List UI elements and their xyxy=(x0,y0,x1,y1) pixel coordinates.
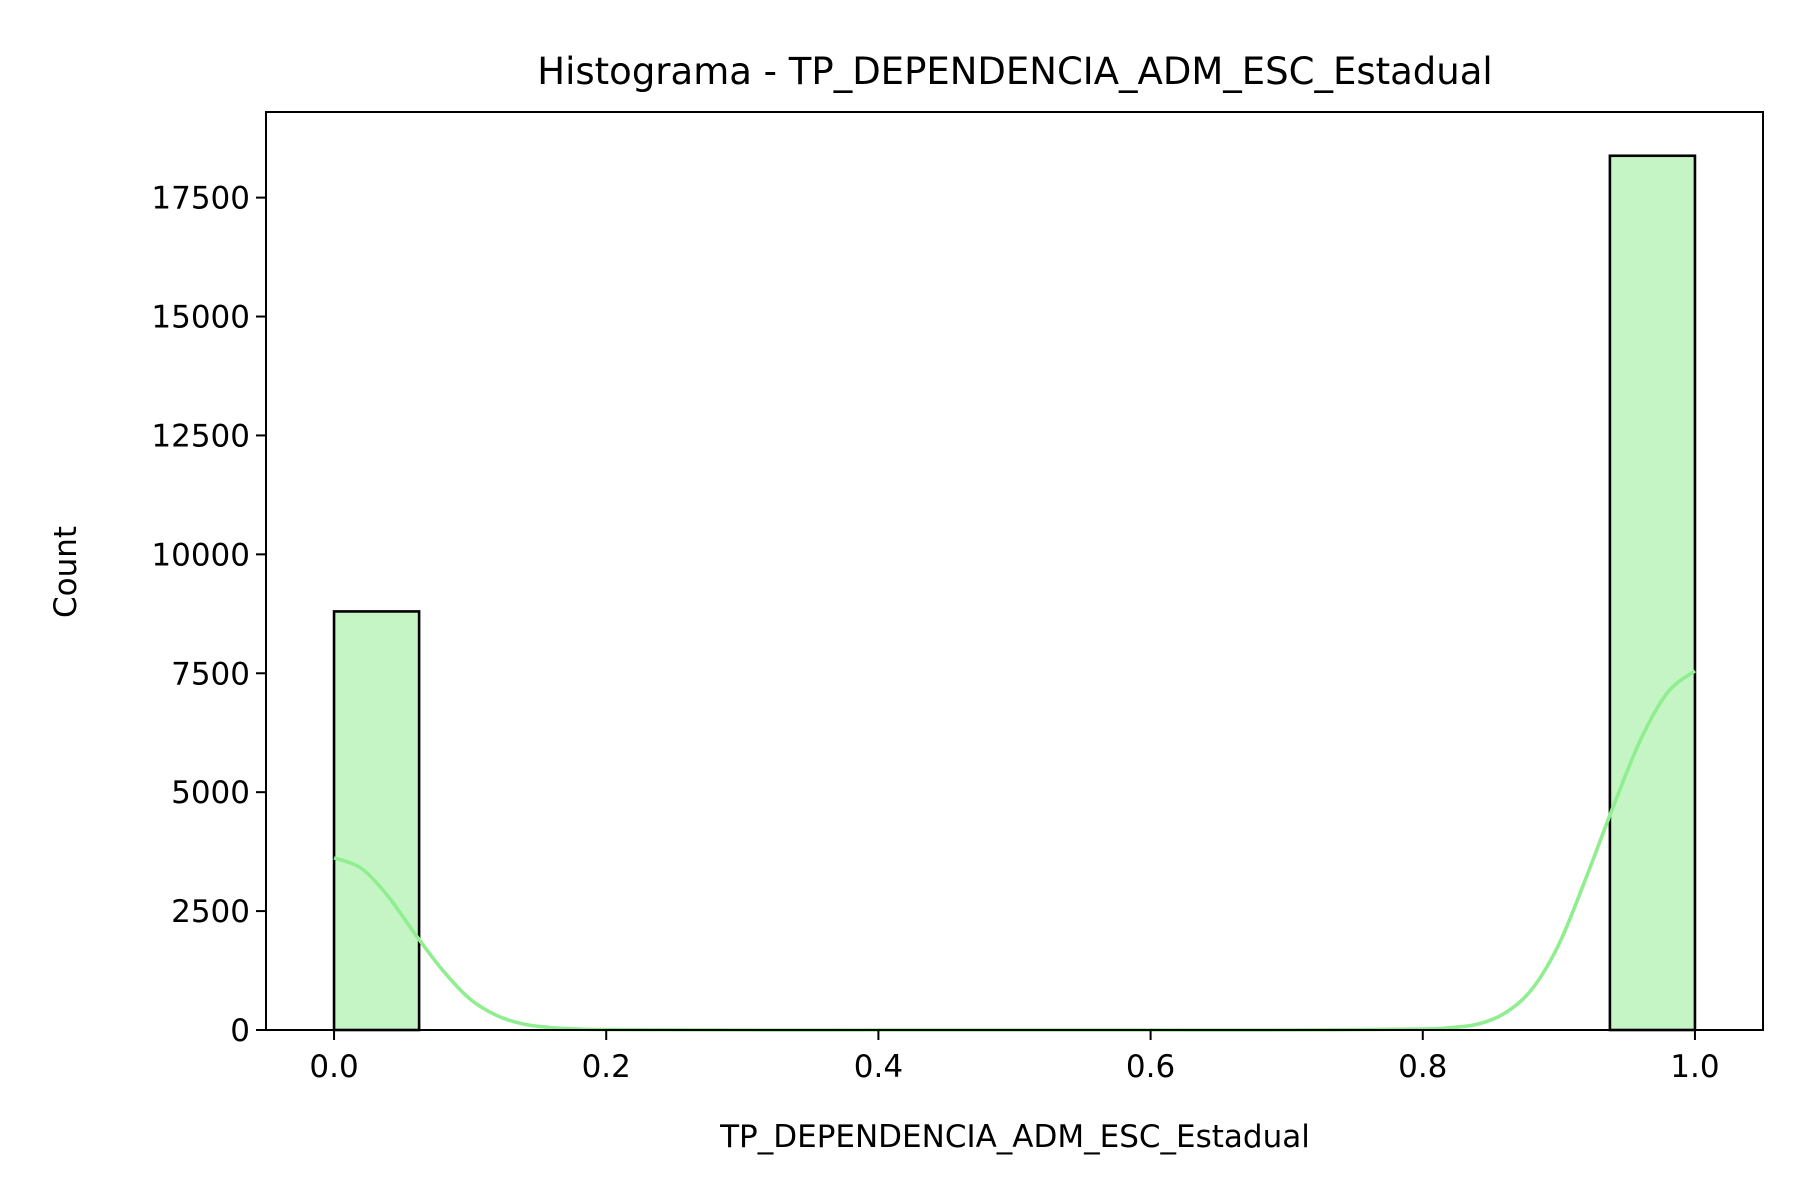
x-tick-label: 0.2 xyxy=(582,1049,631,1085)
y-axis: 0 2500 5000 7500 10000 12500 15000 17500 xyxy=(151,181,266,1049)
x-tick-label: 0.4 xyxy=(854,1049,903,1085)
y-tick-label: 10000 xyxy=(151,537,250,573)
kde-line xyxy=(333,669,1697,1032)
bars-group xyxy=(332,154,1697,1032)
histogram-bar-1 xyxy=(1608,154,1697,1032)
y-tick-label: 17500 xyxy=(151,181,250,217)
plot-frame xyxy=(265,111,1764,1031)
y-tick-label: 0 xyxy=(230,1013,250,1049)
x-axis-label: TP_DEPENDENCIA_ADM_ESC_Estadual xyxy=(719,1119,1310,1155)
y-tick-label: 2500 xyxy=(171,894,250,930)
x-tick-label: 0.0 xyxy=(309,1049,358,1085)
x-tick-label: 0.6 xyxy=(1126,1049,1175,1085)
y-tick-label: 12500 xyxy=(151,418,250,454)
y-tick-label: 5000 xyxy=(171,775,250,811)
x-tick-label: 0.8 xyxy=(1398,1049,1447,1085)
x-axis: 0.0 0.2 0.4 0.6 0.8 1.0 xyxy=(309,1030,1720,1085)
chart-title: Histograma - TP_DEPENDENCIA_ADM_ESC_Esta… xyxy=(537,50,1492,93)
y-axis-label: Count xyxy=(48,526,84,618)
y-tick-label: 7500 xyxy=(171,656,250,692)
x-tick-label: 1.0 xyxy=(1670,1049,1719,1085)
histogram-bar-0 xyxy=(332,610,421,1032)
y-tick-label: 15000 xyxy=(151,300,250,336)
